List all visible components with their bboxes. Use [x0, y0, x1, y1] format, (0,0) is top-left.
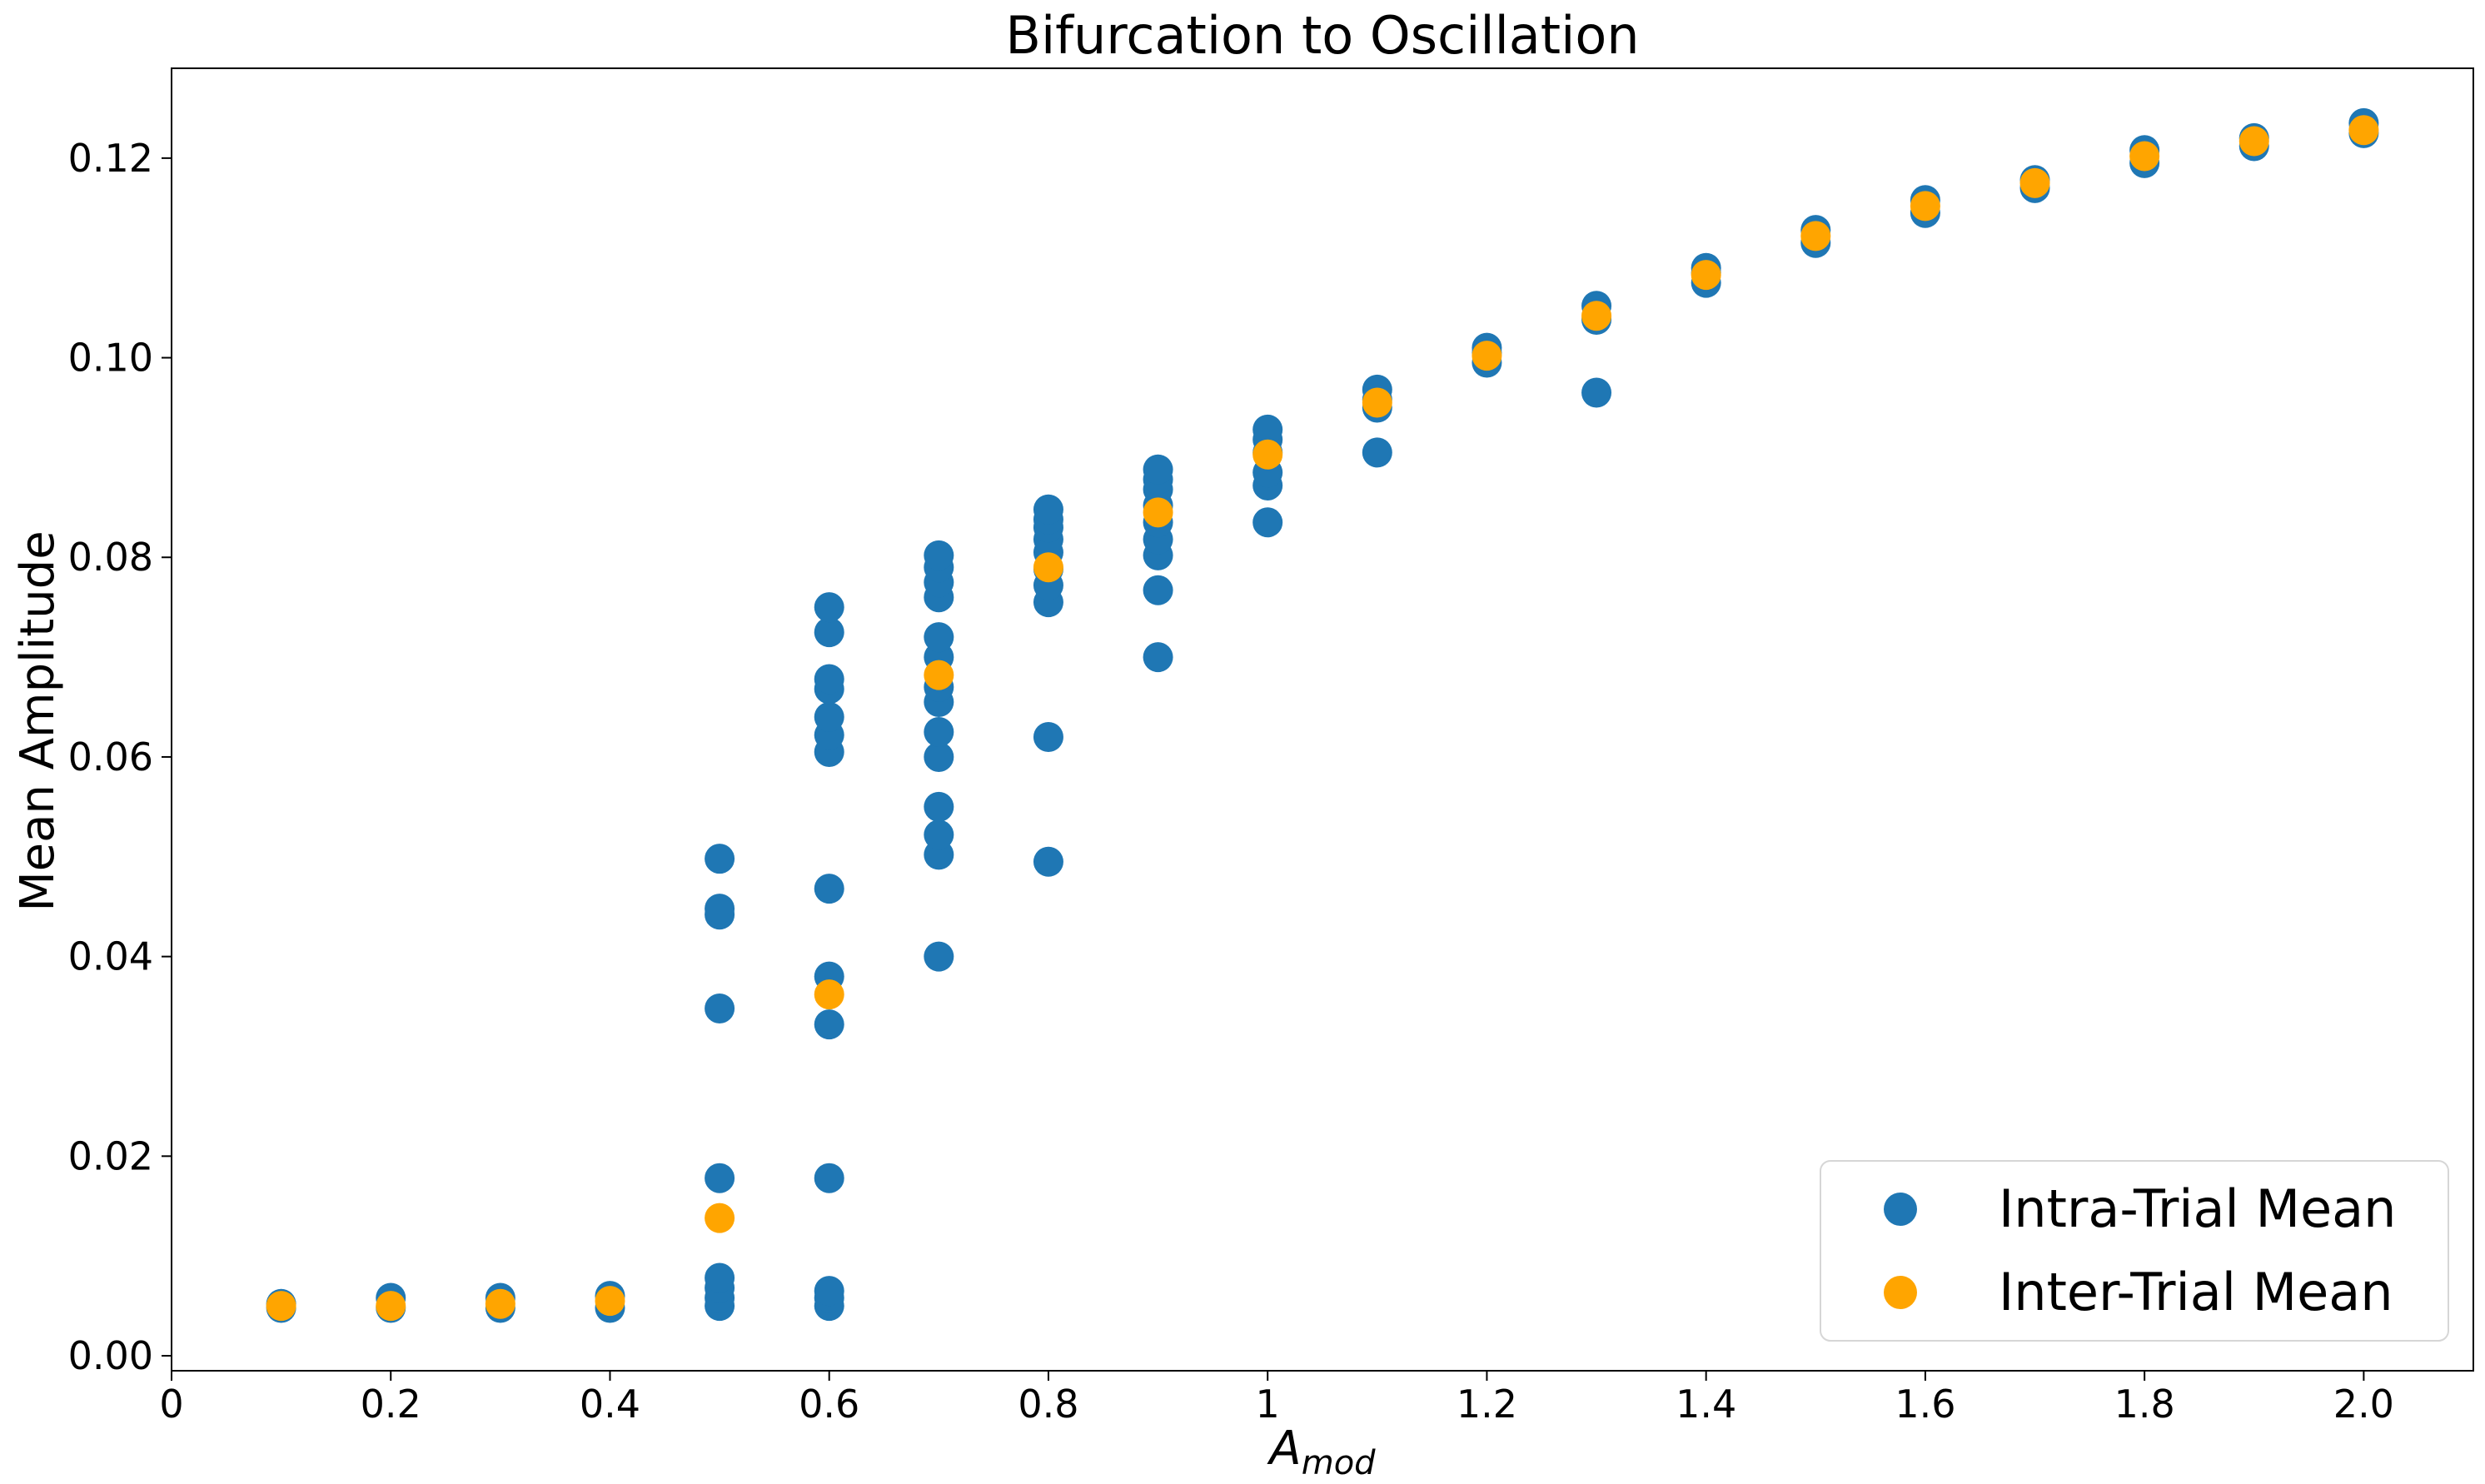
- x-tick-label: 0: [159, 1382, 183, 1427]
- intra-trial-point: [1252, 507, 1283, 538]
- x-tick-label: 1: [1256, 1382, 1280, 1427]
- intra-trial-point: [1143, 642, 1173, 673]
- intra-trial-point: [1143, 454, 1173, 485]
- inter-trial-point: [266, 1291, 296, 1322]
- y-tick-label: 0.12: [68, 136, 153, 181]
- intra-trial-point: [814, 1163, 844, 1193]
- intra-trial-point: [705, 894, 735, 924]
- intra-trial-point: [924, 622, 954, 653]
- intra-trial-point: [814, 1009, 844, 1040]
- inter-trial-point: [814, 979, 844, 1010]
- inter-trial-point: [705, 1203, 735, 1233]
- intra-trial-point: [705, 993, 735, 1023]
- intra-trial-point: [1362, 437, 1392, 468]
- intra-trial-point: [924, 791, 954, 822]
- intra-trial-point: [924, 819, 954, 850]
- x-axis-label: Amod: [1267, 1422, 1376, 1482]
- inter-trial-point: [1472, 341, 1502, 371]
- chart-title: Bifurcation to Oscillation: [1005, 5, 1639, 66]
- y-tick-label: 0.10: [68, 336, 153, 381]
- x-tick-label: 0.2: [361, 1382, 421, 1427]
- y-tick-label: 0.04: [68, 934, 153, 979]
- intra-trial-point: [814, 874, 844, 904]
- x-tick-label: 2.0: [2333, 1382, 2394, 1427]
- inter-trial-point: [376, 1291, 406, 1322]
- data-points: [266, 107, 2379, 1323]
- inter-trial-point: [2019, 167, 2050, 198]
- legend-box: [1820, 1160, 2449, 1342]
- x-tick-label: 1.2: [1457, 1382, 1517, 1427]
- intra-trial-point: [1581, 377, 1612, 408]
- intra-trial-point: [1033, 721, 1063, 752]
- intra-trial-point: [924, 540, 954, 570]
- legend-marker-inter-trial: [1884, 1276, 1917, 1309]
- x-tick-label: 0.8: [1018, 1382, 1078, 1427]
- inter-trial-point: [1143, 497, 1173, 528]
- intra-trial-point: [705, 1262, 735, 1293]
- intra-trial-point: [705, 1163, 735, 1193]
- inter-trial-point: [1910, 191, 1940, 222]
- y-tick-label: 0.06: [68, 735, 153, 779]
- intra-trial-point: [924, 741, 954, 772]
- inter-trial-point: [1252, 439, 1283, 470]
- inter-trial-point: [1033, 552, 1063, 583]
- axis-ticks: 0 0.2 0.4 0.6 0.8 1 1.2 1.4 1.6 1.8 2.0 0.00 0.02 0.0…: [68, 136, 2394, 1427]
- intra-trial-point: [924, 716, 954, 747]
- y-axis-label: Mean Amplitude: [11, 530, 65, 911]
- intra-trial-point: [924, 941, 954, 972]
- intra-trial-point: [814, 617, 844, 648]
- intra-trial-point: [1252, 414, 1283, 445]
- inter-trial-point: [2238, 126, 2269, 157]
- y-tick-label: 0.08: [68, 535, 153, 580]
- inter-trial-point: [1581, 301, 1612, 331]
- x-tick-label: 1.6: [1895, 1382, 1955, 1427]
- inter-trial-point: [1362, 387, 1392, 418]
- inter-trial-point: [2348, 115, 2379, 146]
- plot-frame: [171, 67, 2474, 1372]
- x-tick-label: 1.8: [2114, 1382, 2175, 1427]
- x-axis-label-main: A: [1267, 1422, 1301, 1476]
- intra-trial-point: [1033, 846, 1063, 877]
- inter-trial-point: [485, 1288, 515, 1319]
- intra-trial-point: [814, 592, 844, 623]
- legend-marker-intra-trial: [1884, 1193, 1917, 1226]
- inter-trial-point: [2129, 141, 2160, 172]
- legend-label-intra-trial: Intra-Trial Mean: [1999, 1178, 2396, 1239]
- inter-trial-point: [1800, 221, 1831, 251]
- intra-trial-point: [1143, 575, 1173, 605]
- y-tick-label: 0.02: [68, 1133, 153, 1178]
- intra-trial-point: [814, 1276, 844, 1307]
- legend: Intra-Trial Mean Inter-Trial Mean: [1820, 1160, 2449, 1342]
- legend-label-inter-trial: Inter-Trial Mean: [1999, 1262, 2393, 1322]
- intra-trial-point: [1033, 494, 1063, 525]
- y-tick-label: 0.00: [68, 1333, 153, 1378]
- x-tick-label: 1.4: [1676, 1382, 1736, 1427]
- intra-trial-point: [814, 702, 844, 733]
- inter-trial-point: [595, 1286, 625, 1317]
- x-axis-label-subscript: mod: [1302, 1444, 1376, 1482]
- x-tick-label: 0.4: [580, 1382, 640, 1427]
- inter-trial-point: [1691, 260, 1721, 291]
- x-tick-label: 0.6: [799, 1382, 859, 1427]
- intra-trial-point: [814, 664, 844, 695]
- inter-trial-point: [924, 660, 954, 690]
- intra-trial-point: [705, 844, 735, 874]
